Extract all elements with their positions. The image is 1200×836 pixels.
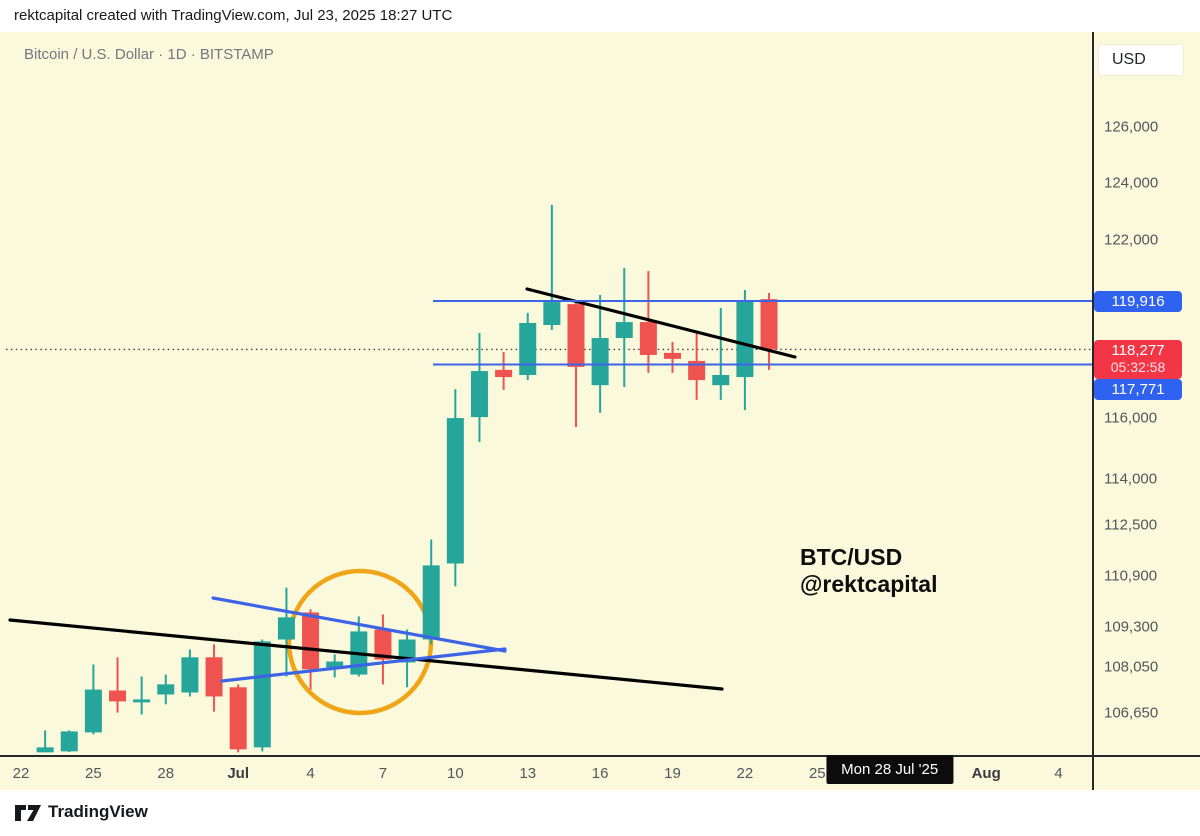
candle-body-jul-23: [760, 299, 778, 350]
candlestick-chart[interactable]: [0, 32, 1092, 755]
candle-body-jul-16: [591, 338, 609, 386]
attribution-bar: rektcapital created with TradingView.com…: [0, 0, 1200, 32]
candle-body-jun-30: [205, 657, 223, 697]
candle-body-jun-29: [181, 657, 199, 693]
current-price-value: 118,277: [1111, 341, 1165, 359]
symbol-header: Bitcoin / U.S. Dollar · 1D · BITSTAMP: [24, 46, 274, 63]
candle-body-jul-7: [374, 629, 392, 660]
time-axis-separator: [0, 755, 1200, 757]
time-tick-label: 19: [664, 765, 681, 782]
price-tick-label: 124,000: [1104, 174, 1159, 192]
bar-close-countdown: 05:32:58: [1110, 358, 1166, 375]
candle-body-jun-24: [60, 731, 78, 752]
candle-body-jun-23: [36, 747, 54, 753]
watermark-handle: @rektcapital: [800, 571, 938, 597]
candle-body-jun-27: [133, 699, 151, 703]
price-tick-label: 109,300: [1104, 618, 1159, 636]
footer-brand-text: TradingView: [48, 802, 148, 821]
time-tick-label: 10: [446, 765, 464, 782]
triangle-upper-blue[interactable]: [211, 596, 507, 653]
price-tick-label: 116,000: [1104, 409, 1158, 427]
price-tick-label: 106,650: [1104, 704, 1159, 722]
time-tick-label: Jul: [227, 765, 249, 782]
time-tick-label: 22: [12, 765, 30, 782]
time-tick-label: 25: [808, 765, 826, 782]
candle-body-jul-14: [543, 302, 561, 326]
candle-body-jul-5: [326, 661, 344, 668]
currency-unit-button[interactable]: USD: [1099, 45, 1183, 75]
footer-bar: TradingView: [0, 790, 1200, 836]
candle-body-jul-12: [495, 369, 513, 378]
time-tick-label: 16: [591, 765, 609, 782]
tradingview-logo-icon: [15, 805, 41, 821]
price-tick-label: 122,000: [1104, 231, 1159, 249]
current-price-badge: 118,277 05:32:58: [1094, 339, 1182, 379]
chart-area[interactable]: Bitcoin / U.S. Dollar · 1D · BITSTAMP US…: [0, 32, 1200, 790]
price-line-badge-upper[interactable]: 119,916: [1094, 290, 1182, 312]
time-tick-label: 22: [736, 765, 754, 782]
attribution-text: rektcapital created with TradingView.com…: [14, 7, 453, 24]
price-tick-label: 110,900: [1104, 567, 1158, 585]
price-line-upper-value: 119,916: [1111, 292, 1165, 310]
time-tick-label: 25: [85, 765, 102, 782]
price-tick-label: 126,000: [1104, 118, 1159, 136]
candle-body-jul-4: [302, 612, 320, 670]
upper-black-trendline[interactable]: [525, 287, 797, 359]
time-tick-label: 28: [157, 765, 175, 782]
candle-body-jul-13: [519, 322, 537, 375]
candle-body-jul-20: [688, 360, 706, 381]
candle-body-jul-10: [446, 418, 464, 564]
candle-body-jul-3: [277, 617, 295, 640]
price-line-lower-value: 117,771: [1111, 381, 1165, 399]
price-axis-separator: [1092, 32, 1094, 790]
crosshair-date-badge: Mon 28 Jul '25: [826, 755, 954, 784]
candle-body-jul-9: [422, 565, 440, 640]
price-line-badge-lower[interactable]: 117,771: [1094, 379, 1182, 401]
time-tick-label: Aug: [971, 765, 1001, 782]
candle-body-jul-2: [253, 641, 271, 748]
price-tick-label: 112,500: [1104, 516, 1158, 534]
candle-body-jul-18: [639, 322, 657, 355]
price-tick-label: 114,000: [1104, 470, 1158, 488]
candle-body-jun-25: [84, 689, 102, 733]
chart-watermark: BTC/USD @rektcapital: [800, 544, 937, 598]
candle-body-jun-26: [109, 690, 127, 702]
time-tick-label: 13: [519, 765, 537, 782]
time-tick-label: 4: [306, 765, 315, 782]
candle-body-jul-21: [712, 374, 730, 386]
candle-body-jul-1: [229, 687, 247, 750]
price-tick-label: 108,050: [1104, 658, 1159, 676]
candle-body-jul-15: [567, 304, 585, 367]
candle-body-jul-19: [664, 352, 682, 359]
lower-black-trendline[interactable]: [8, 618, 724, 691]
candle-body-jul-17: [615, 322, 633, 339]
candle-body-jul-11: [470, 371, 488, 418]
watermark-symbol: BTC/USD: [800, 544, 903, 570]
time-tick-label: 4: [1054, 765, 1063, 782]
candle-body-jun-28: [157, 684, 175, 695]
candle-body-jul-22: [736, 300, 754, 378]
time-tick-label: 7: [378, 765, 388, 782]
triangle-lower-blue[interactable]: [220, 647, 507, 683]
